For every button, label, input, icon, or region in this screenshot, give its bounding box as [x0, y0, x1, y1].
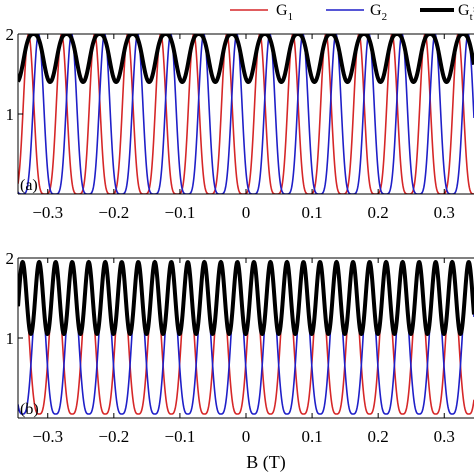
- legend-label-g2: G2: [370, 2, 387, 23]
- x-tick-label-b: 0.3: [434, 427, 455, 446]
- x-tick-label-a: 0.2: [368, 203, 389, 222]
- x-tick-label-b: 0.2: [368, 427, 389, 446]
- x-axis-label: B (T): [246, 452, 286, 473]
- y-tick-label-b: 1: [6, 329, 15, 348]
- x-tick-label-b: −0.3: [32, 427, 63, 446]
- x-tick-label-a: −0.2: [98, 203, 129, 222]
- x-tick-label-b: −0.1: [164, 427, 195, 446]
- panel-a: −0.3 −0.2 −0.1 0 0.1 0.2 0.3 1 2 (a): [6, 25, 474, 222]
- series-g2-line-a: [18, 34, 474, 194]
- panel-label-b: (b): [20, 401, 39, 418]
- x-tick-label-b: 0.1: [301, 427, 322, 446]
- x-tick-label-a: 0.3: [434, 203, 455, 222]
- legend: G1 G2 Gt=G1+G2: [230, 2, 474, 23]
- series-gt-line-b: [18, 260, 474, 336]
- x-tick-label-a: −0.3: [32, 203, 63, 222]
- legend-label-gt: Gt=G1+G2: [458, 2, 474, 23]
- x-tick-label-a: −0.1: [164, 203, 195, 222]
- panel-b: −0.3 −0.2 −0.1 0 0.1 0.2 0.3 1 2 (b): [6, 249, 474, 446]
- y-tick-label-b: 2: [6, 249, 15, 268]
- y-tick-label-a: 1: [6, 105, 15, 124]
- legend-label-g1: G1: [276, 2, 293, 23]
- x-tick-label-a: 0.1: [301, 203, 322, 222]
- x-tick-label-b: 0: [242, 427, 251, 446]
- x-tick-label-a: 0: [242, 203, 251, 222]
- x-tick-label-b: −0.2: [98, 427, 129, 446]
- y-tick-label-a: 2: [6, 25, 15, 44]
- panel-label-a: (a): [20, 177, 38, 194]
